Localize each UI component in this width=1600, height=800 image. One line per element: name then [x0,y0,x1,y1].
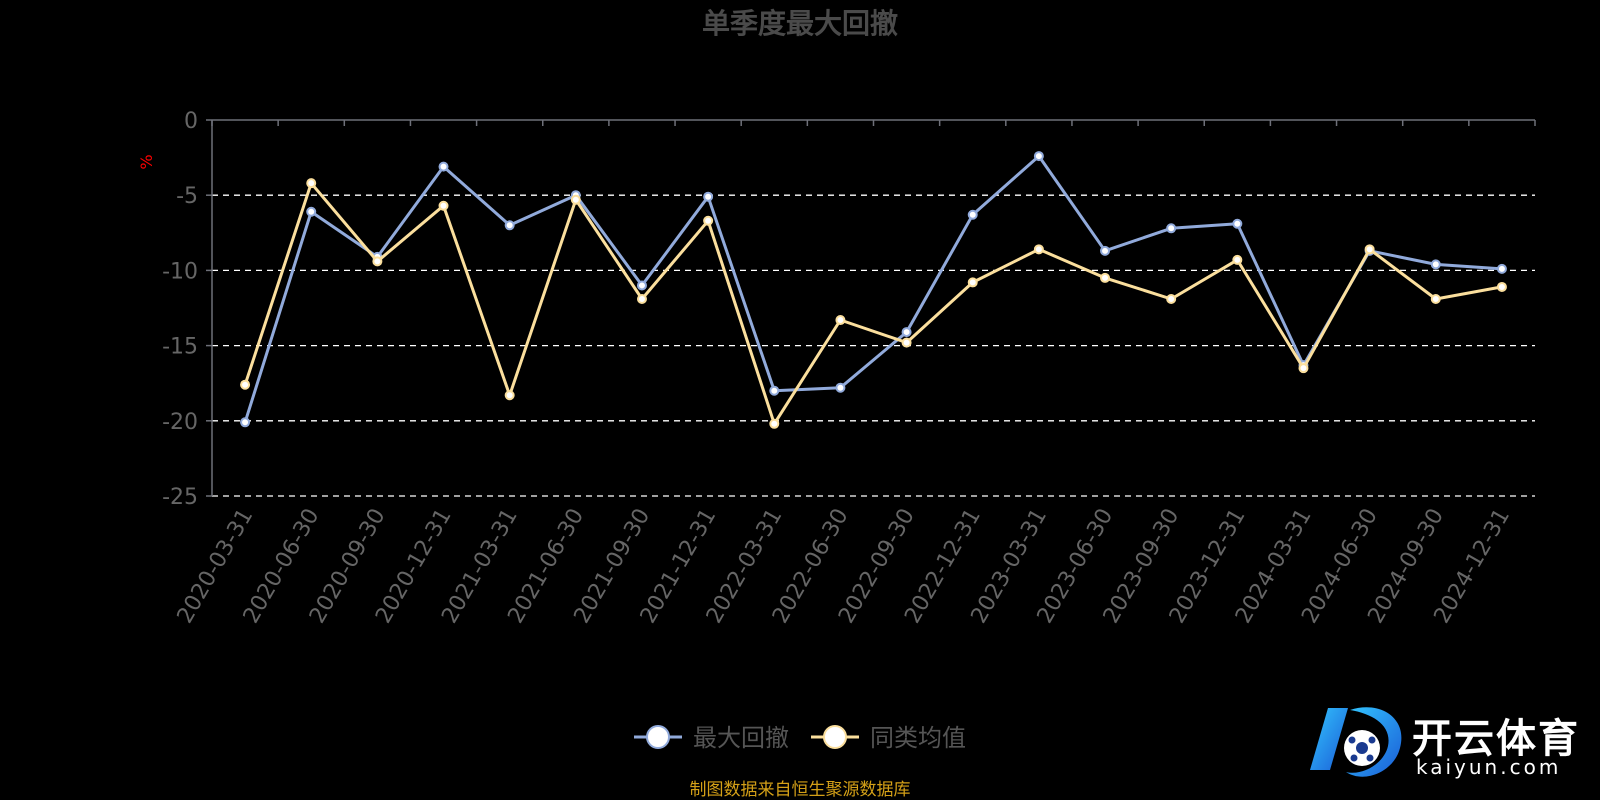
legend-marker-icon [646,725,670,749]
y-axis-unit-label: % [137,154,156,169]
data-point-series-1 [504,220,515,231]
data-point-series-1 [1166,223,1177,234]
series-line-2 [243,181,1503,426]
chart-title: 单季度最大回撤 [702,7,898,40]
data-point-series-2 [1364,244,1375,255]
data-point-series-2 [1166,293,1177,304]
data-point-series-2 [1298,363,1309,374]
data-point-series-2 [703,215,714,226]
data-point-series-1 [769,385,780,396]
data-point-series-1 [438,161,449,172]
y-tick-label: -5 [176,184,198,209]
y-tick-label: -15 [162,335,198,360]
data-point-series-1 [1430,259,1441,270]
source-note: 制图数据来自恒生聚源数据库 [690,780,911,800]
data-point-series-1 [636,280,647,291]
data-point-series-2 [504,390,515,401]
legend-marker-icon [823,725,847,749]
data-point-series-1 [1496,263,1507,274]
legend-label: 同类均值 [870,724,966,752]
data-point-series-2 [1430,293,1441,304]
data-point-series-2 [1100,272,1111,283]
data-point-series-1 [835,382,846,393]
data-point-series-2 [438,200,449,211]
data-point-series-2 [769,418,780,429]
data-point-series-2 [835,315,846,326]
data-point-series-2 [306,178,317,189]
data-point-series-2 [1033,244,1044,255]
y-tick-label: -20 [162,410,198,435]
watermark-name-en: kaiyun.com [1416,755,1562,779]
series-line-1 [243,154,1503,423]
data-point-series-2 [636,293,647,304]
data-point-series-1 [901,327,912,338]
data-point-series-1 [306,206,317,217]
watermark-name-cn: 开云体育 [1412,716,1580,762]
data-point-series-1 [967,209,978,220]
data-point-series-2 [901,337,912,348]
watermark-logo: 开云体育 kaiyun.com [1300,700,1590,790]
legend-item-1[interactable]: 最大回撤 [634,724,789,752]
legend-label: 最大回撤 [693,724,789,752]
data-point-series-1 [1033,151,1044,162]
y-tick-label: 0 [184,109,198,134]
y-tick-label: -10 [162,259,198,284]
axis-layer: 0-5-10-15-20-252020-03-312020-06-302020-… [162,109,1536,628]
legend-item-2[interactable]: 同类均值 [811,724,966,752]
data-point-series-1 [1232,218,1243,229]
grid-layer [212,194,1535,497]
series-layer [240,151,1507,429]
y-tick-label: -25 [162,485,198,510]
data-point-series-1 [240,417,251,428]
data-point-series-2 [1232,254,1243,265]
legend[interactable]: 最大回撤 同类均值 [634,724,966,752]
data-point-series-2 [570,194,581,205]
kaiyun-logo-icon [1310,707,1402,777]
data-point-series-1 [703,191,714,202]
data-point-series-2 [1496,281,1507,292]
data-point-series-1 [1100,245,1111,256]
data-point-series-2 [967,277,978,288]
data-point-series-2 [240,379,251,390]
data-point-series-2 [372,256,383,267]
